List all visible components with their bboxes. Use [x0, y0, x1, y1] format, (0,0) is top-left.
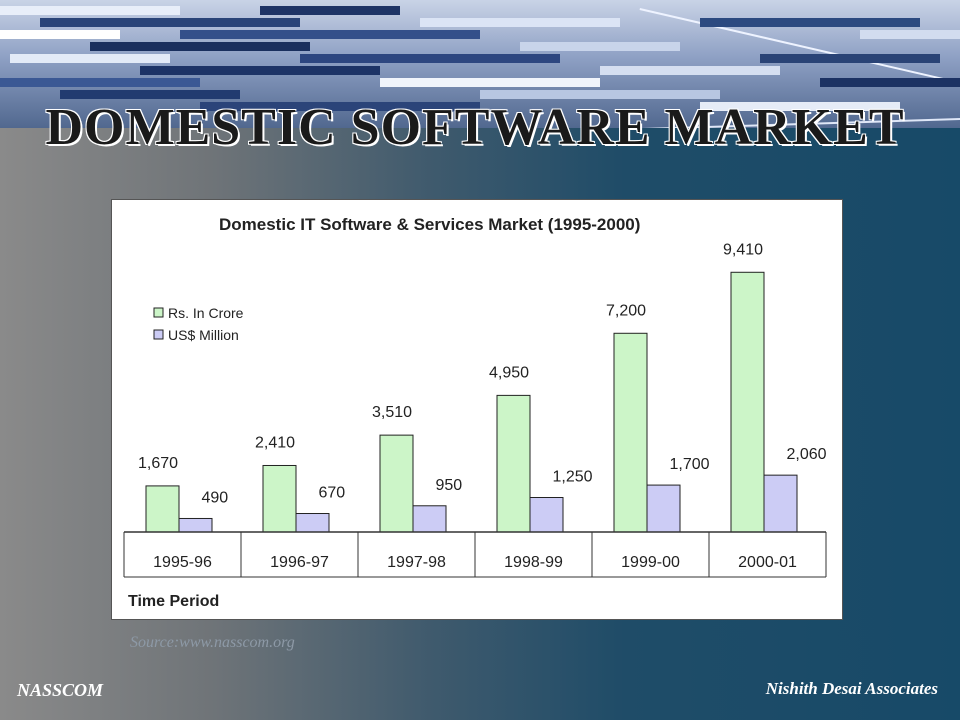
x-axis-title: Time Period — [128, 593, 219, 610]
legend-label: US$ Million — [168, 327, 239, 343]
banner-stripe — [300, 54, 560, 63]
banner-stripe — [0, 30, 120, 39]
x-tick-label: 1995-96 — [153, 554, 212, 571]
legend-swatch — [153, 329, 164, 340]
bar — [763, 474, 798, 533]
header-banner — [0, 0, 960, 128]
banner-stripe — [0, 78, 200, 87]
banner-stripe — [40, 18, 300, 27]
banner-stripe — [600, 66, 780, 75]
banner-stripe — [0, 6, 180, 15]
banner-stripe — [520, 42, 680, 51]
bar — [529, 497, 564, 533]
bar — [379, 434, 414, 533]
banner-stripe — [60, 90, 240, 99]
data-label: 1,670 — [138, 455, 178, 472]
footer-organization: NASSCOM — [17, 680, 104, 700]
page-title: DOMESTIC SOFTWARE MARKET — [45, 99, 905, 156]
bar — [412, 505, 447, 533]
banner-stripe — [480, 90, 720, 99]
banner-stripe — [10, 54, 170, 63]
banner-stripe — [420, 18, 620, 27]
bar — [295, 513, 330, 533]
bar-chart: Domestic IT Software & Services Market (… — [123, 215, 827, 610]
legend-label: Rs. In Crore — [168, 305, 244, 321]
data-label: 1,250 — [553, 469, 593, 486]
banner-stripe — [140, 66, 380, 75]
banner-stripe — [700, 102, 900, 111]
data-label: 4,950 — [489, 364, 529, 381]
x-tick-label: 1997-98 — [387, 554, 446, 571]
chart-panel: Domestic IT Software & Services Market (… — [111, 199, 843, 620]
x-tick-label: 1996-97 — [270, 554, 329, 571]
banner-stripe — [380, 78, 600, 87]
chart-title: Domestic IT Software & Services Market (… — [219, 215, 640, 234]
bar — [646, 484, 681, 533]
banner-stripe — [200, 102, 480, 111]
data-label: 2,410 — [255, 434, 295, 451]
data-label: 490 — [202, 489, 229, 506]
legend-swatch — [153, 307, 164, 318]
banner-stripe — [700, 18, 920, 27]
bar — [496, 394, 531, 533]
data-label: 3,510 — [372, 404, 412, 421]
data-label: 1,700 — [670, 456, 710, 473]
banner-stripe — [90, 42, 310, 51]
x-tick-label: 1999-00 — [621, 554, 680, 571]
bar — [613, 332, 648, 533]
banner-stripe — [760, 54, 940, 63]
data-label: 950 — [436, 477, 463, 494]
bar — [145, 485, 180, 533]
x-tick-label: 1998-99 — [504, 554, 563, 571]
banner-stripe — [260, 6, 400, 15]
banner-stripe — [180, 30, 480, 39]
banner-stripe — [820, 78, 960, 87]
data-label: 670 — [319, 485, 346, 502]
banner-stripe — [860, 30, 960, 39]
data-label: 2,060 — [787, 446, 827, 463]
data-label: 7,200 — [606, 302, 646, 319]
bar — [262, 464, 297, 533]
data-label: 9,410 — [723, 241, 763, 258]
source-note: Source:www.nasscom.org — [130, 634, 295, 651]
bar — [178, 517, 213, 533]
footer-author: Nishith Desai Associates — [765, 679, 938, 698]
x-tick-label: 2000-01 — [738, 554, 797, 571]
bar — [730, 271, 765, 533]
